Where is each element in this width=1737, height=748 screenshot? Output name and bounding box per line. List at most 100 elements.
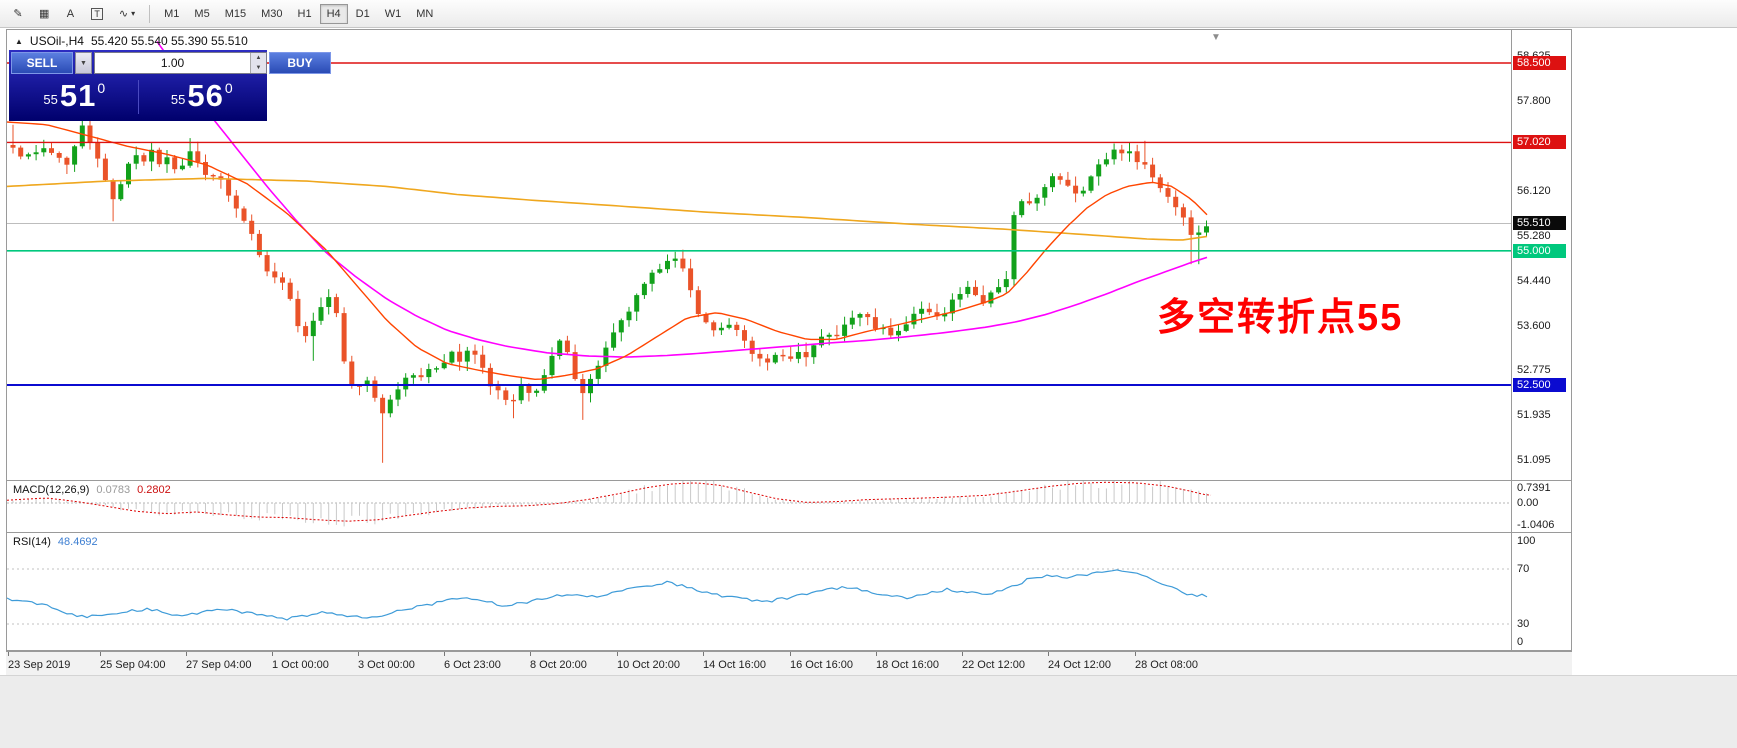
price-badge-57.020: 57.020	[1513, 135, 1566, 150]
time-tick	[790, 652, 791, 656]
time-tick	[962, 652, 963, 656]
time-label: 24 Oct 12:00	[1048, 659, 1111, 671]
timeframe-button-h4[interactable]: H4	[319, 3, 348, 24]
time-label: 27 Sep 04:00	[186, 659, 252, 671]
timeframe-button-m15[interactable]: M15	[218, 4, 253, 24]
ask-pip-digit: 0	[224, 79, 233, 96]
collapse-arrow-icon[interactable]: ▲	[15, 36, 23, 46]
timeframe-button-h1[interactable]: H1	[291, 4, 319, 24]
volume-decrease-button[interactable]: ▼	[251, 63, 266, 73]
text-box-icon[interactable]: T	[84, 4, 110, 24]
rsi-tick-label: 0	[1517, 636, 1524, 648]
rsi-name: RSI(14)	[13, 536, 51, 548]
price-chart-area[interactable]: ▲ USOil-,H4 55.420 55.540 55.390 55.510 …	[7, 30, 1511, 480]
macd-main-value: 0.0783	[96, 484, 131, 496]
window-background	[0, 675, 1737, 748]
bid-prefix: 55	[43, 91, 58, 107]
sell-button[interactable]: SELL	[11, 52, 73, 74]
macd-plot-area[interactable]: MACD(12,26,9) 0.0783 0.2802	[7, 481, 1511, 532]
price-tick-label: 56.120	[1517, 184, 1551, 197]
line-studies-icon[interactable]: ∿ ▾	[112, 4, 142, 24]
timeframe-button-mn[interactable]: MN	[409, 4, 440, 24]
rsi-value: 48.4692	[57, 536, 98, 548]
time-tick	[8, 652, 9, 656]
ask-big-digits: 56	[187, 77, 224, 113]
rsi-tick-label: 70	[1517, 563, 1530, 575]
time-tick	[358, 652, 359, 656]
price-tick-label: 54.440	[1517, 274, 1551, 287]
volume-spinner: ▲ ▼	[250, 53, 266, 73]
rsi-plot-area[interactable]: RSI(14) 48.4692	[7, 533, 1511, 650]
time-label: 6 Oct 23:00	[444, 659, 501, 671]
time-tick	[530, 652, 531, 656]
time-label: 22 Oct 12:00	[962, 659, 1025, 671]
chart-symbol-label: USOil-,H4	[29, 34, 84, 48]
time-tick	[617, 652, 618, 656]
graphical-objects-icon[interactable]: ✎	[6, 4, 30, 24]
time-axis[interactable]: 23 Sep 2019 25 Sep 04:00 27 Sep 04:00 1 Oct…	[6, 651, 1572, 675]
time-tick	[272, 652, 273, 656]
time-tick	[1135, 652, 1136, 656]
timeframe-button-d1[interactable]: D1	[349, 4, 377, 24]
time-label: 16 Oct 16:00	[790, 659, 853, 671]
trade-controls-row: SELL ▼ ▲ ▼ BUY	[11, 52, 331, 74]
timeframe-button-m5[interactable]: M5	[187, 4, 216, 24]
rsi-scale[interactable]: 100 70 30 0	[1511, 533, 1571, 650]
template-icon[interactable]: ▦	[32, 4, 56, 24]
time-label: 18 Oct 16:00	[876, 659, 939, 671]
macd-tick-label: -1.0406	[1517, 519, 1555, 531]
rsi-indicator-panel: RSI(14) 48.4692 100 70 30 0	[6, 532, 1572, 651]
macd-tick-label: 0.7391	[1517, 482, 1551, 494]
timeframe-button-w1[interactable]: W1	[378, 4, 409, 24]
time-label: 14 Oct 16:00	[703, 659, 766, 671]
toolbar: ✎ ▦ A T ∿ ▾ M1 M5 M15 M30 H1 H4 D1 W1 MN	[0, 0, 1737, 28]
macd-tick-label: 0.00	[1517, 497, 1539, 509]
price-tick-label: 51.095	[1517, 454, 1551, 467]
macd-indicator-panel: MACD(12,26,9) 0.0783 0.2802 0.7391 0.00 -1…	[6, 480, 1572, 533]
time-label: 10 Oct 20:00	[617, 659, 680, 671]
one-click-trading-panel: SELL ▼ ▲ ▼ BUY 55 51 0	[9, 50, 331, 121]
time-label: 25 Sep 04:00	[100, 659, 166, 671]
main-chart-panel: ▲ USOil-,H4 55.420 55.540 55.390 55.510 …	[6, 29, 1572, 481]
macd-label: MACD(12,26,9) 0.0783 0.2802	[13, 484, 171, 496]
macd-signal-value: 0.2802	[137, 484, 171, 496]
bid-big-digits: 51	[59, 77, 97, 113]
time-label: 3 Oct 00:00	[358, 659, 415, 671]
toolbar-separator	[149, 4, 151, 23]
chart-annotation-text: 多空转折点55	[1157, 297, 1404, 339]
time-label: 23 Sep 2019	[8, 659, 71, 671]
timeframe-button-m1[interactable]: M1	[157, 4, 186, 24]
time-label: 1 Oct 00:00	[272, 659, 329, 671]
time-tick	[876, 652, 877, 656]
text-label-icon[interactable]: A	[58, 4, 82, 24]
volume-increase-button[interactable]: ▲	[251, 53, 266, 63]
volume-dropdown-button[interactable]: ▼	[75, 52, 92, 74]
price-badge-55.510: 55.510	[1513, 216, 1566, 231]
timeframe-group: M1 M5 M15 M30 H1 H4 D1 W1 MN	[157, 3, 440, 24]
line-glyph: ∿	[118, 8, 129, 20]
price-badge-52.500: 52.500	[1513, 377, 1566, 392]
macd-name: MACD(12,26,9)	[13, 484, 90, 496]
chart-shift-marker[interactable]: ▼	[1211, 32, 1221, 43]
macd-svg	[7, 481, 1511, 527]
price-badge-55.000: 55.000	[1513, 243, 1566, 258]
bid-pip-digit: 0	[97, 79, 106, 96]
rsi-svg	[7, 568, 1511, 625]
bid-price-display[interactable]: 55 51 0	[11, 77, 138, 113]
price-badge-58.500: 58.500	[1513, 56, 1566, 70]
price-tick-label: 52.775	[1517, 364, 1551, 377]
price-tick-label: 57.800	[1517, 94, 1551, 107]
boxed-t-glyph: T	[91, 7, 103, 20]
timeframe-button-m30[interactable]: M30	[254, 4, 289, 24]
rsi-label: RSI(14) 48.4692	[13, 536, 98, 548]
buy-button[interactable]: BUY	[269, 52, 331, 74]
chevron-down-icon: ▾	[131, 9, 136, 18]
rsi-tick-label: 30	[1517, 618, 1530, 630]
price-scale[interactable]: 58.62557.80056.12055.28054.44053.60052.7…	[1511, 30, 1571, 480]
macd-scale[interactable]: 0.7391 0.00 -1.0406	[1511, 481, 1571, 532]
ask-price-display[interactable]: 55 56 0	[139, 77, 266, 113]
price-tick-label: 55.280	[1517, 229, 1551, 242]
ask-prefix: 55	[170, 91, 186, 107]
volume-input[interactable]	[95, 53, 250, 73]
